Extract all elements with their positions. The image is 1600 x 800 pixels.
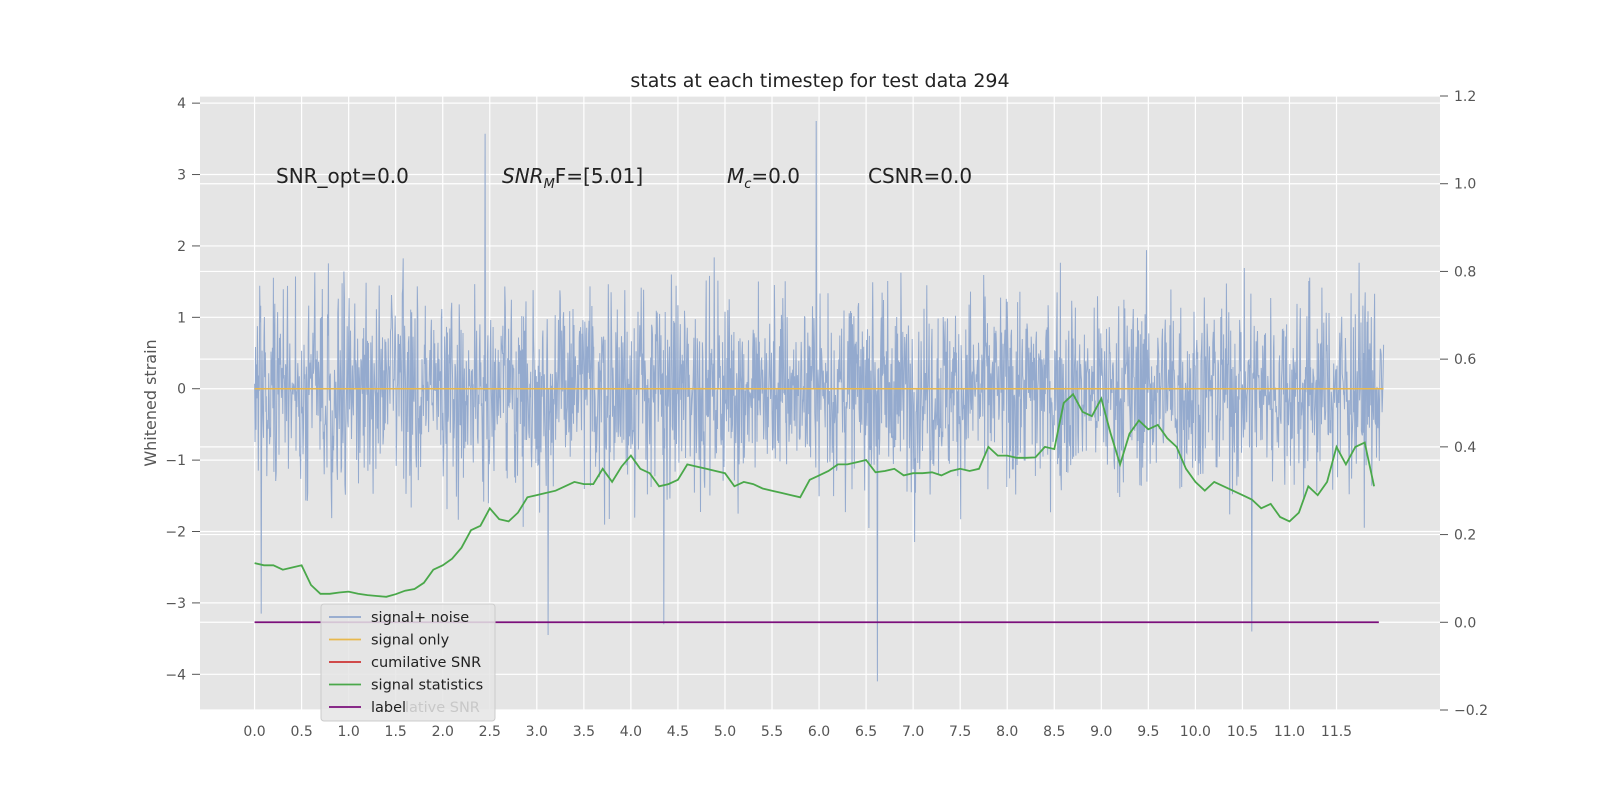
- legend-label: label: [371, 700, 406, 716]
- y2-tick-label: 0.2: [1454, 528, 1476, 544]
- annotation-snr-mf: SNRMF=[5.01]: [502, 164, 643, 192]
- x-tick-label: 1.5: [385, 724, 407, 740]
- x-tick-label: 3.0: [526, 724, 548, 740]
- x-tick-label: 5.5: [761, 724, 783, 740]
- x-tick-label: 0.0: [243, 724, 265, 740]
- x-tick-label: 0.5: [290, 724, 312, 740]
- annotation-mc-rest: =0.0: [751, 164, 800, 188]
- y2-tick-label: −0.2: [1454, 703, 1488, 719]
- x-tick-label: 8.5: [1043, 724, 1065, 740]
- y-tick-label: −4: [165, 667, 186, 683]
- annotation-snr-mf-sub: M: [544, 177, 555, 192]
- legend-box: [320, 603, 496, 722]
- x-tick-label: 8.0: [996, 724, 1018, 740]
- y-tick-label: 2: [177, 239, 186, 255]
- x-tick-label: 10.0: [1180, 724, 1211, 740]
- x-axis: 0.0 0.5 1.0 1.5 2.0 2.5 3.0 3.5 4.0 4.5 5.0 5.5 6.0 6…: [243, 724, 1352, 740]
- y-axis-left: 4 3 2 1 0 −1 −2 −3 −4: [165, 96, 200, 683]
- legend-label: signal statistics: [371, 678, 483, 694]
- y2-tick-label: 0.6: [1454, 352, 1476, 368]
- x-tick-label: 9.0: [1090, 724, 1112, 740]
- y-axis-right: 1.2 1.0 0.8 0.6 0.4 0.2 0.0 −0.2: [1440, 89, 1488, 719]
- x-tick-label: 7.5: [949, 724, 971, 740]
- annotation-snr-opt: SNR_opt=0.0: [276, 164, 409, 188]
- annotation-csnr: CSNR=0.0: [868, 164, 972, 188]
- annotation-mc-main: M: [727, 164, 744, 188]
- x-tick-label: 11.5: [1321, 724, 1352, 740]
- annotation-snr-mf-main: SNR: [502, 164, 544, 188]
- annotations: SNR_opt=0.0 SNRMF=[5.01] Mc=0.0 CSNR=0.0: [276, 164, 972, 192]
- x-tick-label: 11.0: [1274, 724, 1305, 740]
- annotation-mc: Mc=0.0: [727, 164, 800, 192]
- legend-label: cumilative SNR: [371, 655, 481, 671]
- x-tick-label: 1.0: [338, 724, 360, 740]
- x-tick-label: 9.5: [1137, 724, 1159, 740]
- x-tick-label: 6.0: [808, 724, 830, 740]
- y-axis-label: Whitened strain: [141, 339, 160, 466]
- y-tick-label: −1: [165, 453, 186, 469]
- x-tick-label: 4.5: [667, 724, 689, 740]
- y2-tick-label: 1.2: [1454, 89, 1476, 105]
- x-tick-label: 5.0: [714, 724, 736, 740]
- series-signal-statistics: [254, 392, 1375, 598]
- chart-title: stats at each timestep for test data 294: [630, 70, 1009, 92]
- y-tick-label: −2: [165, 525, 186, 541]
- y2-tick-label: 0.0: [1454, 615, 1476, 631]
- x-tick-label: 4.0: [620, 724, 642, 740]
- series-signal-noise: [254, 120, 1385, 682]
- x-tick-label: 7.0: [902, 724, 924, 740]
- annotation-mc-sub: c: [744, 177, 751, 192]
- legend-label: signal+ noise: [371, 610, 469, 626]
- y2-tick-label: 0.4: [1454, 440, 1476, 456]
- legend-ghost-text: lative SNR: [405, 700, 480, 716]
- y-tick-label: −3: [165, 596, 186, 612]
- y-tick-label: 0: [177, 382, 186, 398]
- x-tick-label: 2.0: [432, 724, 454, 740]
- y-tick-label: 4: [177, 96, 186, 112]
- legend-label: signal only: [371, 633, 450, 649]
- x-tick-label: 3.5: [573, 724, 595, 740]
- y2-tick-label: 1.0: [1454, 177, 1476, 193]
- legend: lative SNR signal+ noise signal only cumil…: [320, 603, 496, 722]
- y2-tick-label: 0.8: [1454, 264, 1476, 280]
- y-tick-label: 3: [177, 168, 186, 184]
- x-tick-label: 6.5: [855, 724, 877, 740]
- annotation-snr-mf-rest: F=[5.01]: [555, 164, 643, 188]
- y-tick-label: 1: [177, 310, 186, 326]
- x-tick-label: 2.5: [479, 724, 501, 740]
- x-tick-label: 10.5: [1227, 724, 1258, 740]
